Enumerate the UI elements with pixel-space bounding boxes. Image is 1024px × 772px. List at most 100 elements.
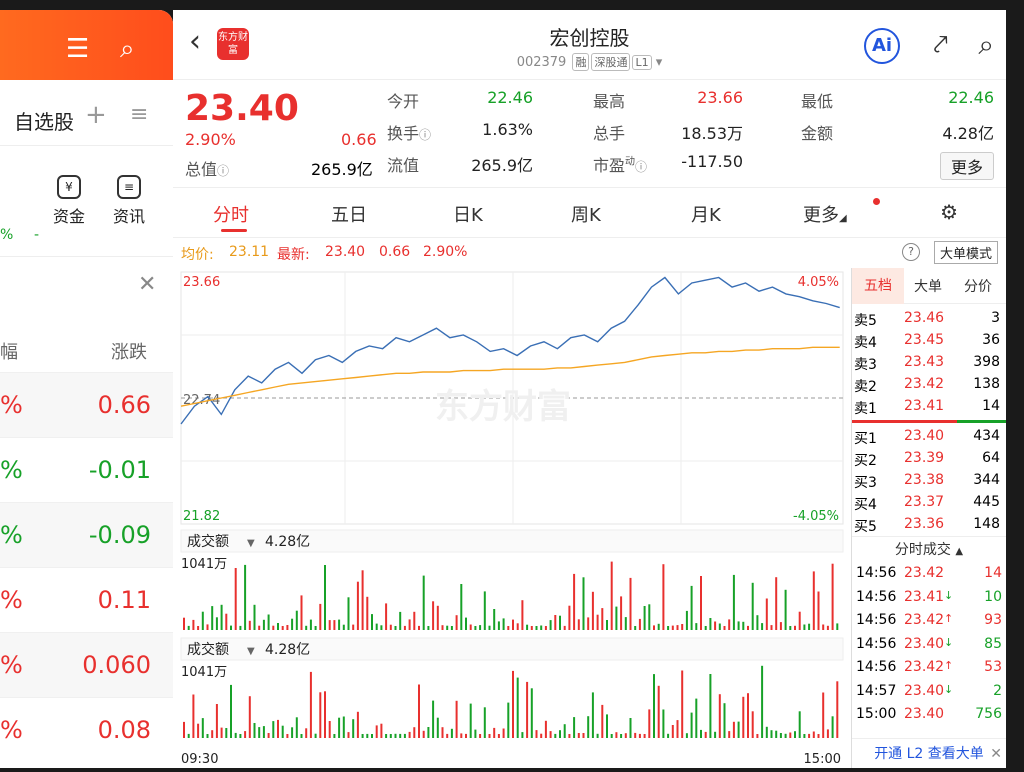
- volume-bar: [230, 625, 232, 630]
- volume-bar: [333, 734, 336, 738]
- volume-bar: [225, 613, 228, 630]
- book-row[interactable]: 买4 23.37 445: [852, 492, 1006, 514]
- tab-weekly-k[interactable]: 周K: [571, 205, 601, 226]
- volume-bar: [737, 721, 740, 738]
- tick-price: 23.40: [904, 706, 945, 722]
- volume-bar: [324, 691, 326, 738]
- dropdown-icon[interactable]: ▾: [655, 55, 663, 70]
- column-change[interactable]: 涨跌: [111, 342, 147, 363]
- volume-bar: [596, 614, 599, 630]
- book-row[interactable]: 买2 23.39 64: [852, 448, 1006, 470]
- quote-field-value: 22.46: [487, 88, 533, 107]
- back-icon[interactable]: ‹: [189, 24, 201, 59]
- intraday-chart[interactable]: 东方财富 23.66 22.74 21.82 4.05% -4.05% 成交额 ▼ 4.28亿 1…: [173, 268, 851, 768]
- avg-price-line: [180, 346, 840, 407]
- info-icon[interactable]: ⓘ: [419, 128, 432, 142]
- list-item[interactable]: % -0.01: [0, 437, 173, 502]
- volume-bar: [732, 574, 735, 630]
- close-icon[interactable]: ✕: [138, 272, 157, 297]
- book-row[interactable]: 卖2 23.42 138: [852, 374, 1006, 396]
- book-label: 买1: [854, 431, 877, 447]
- book-row[interactable]: 买1 23.40 434: [852, 426, 1006, 448]
- close-icon[interactable]: ✕: [990, 746, 1002, 762]
- search-icon[interactable]: ⌕: [120, 34, 135, 64]
- list-item[interactable]: % 0.060: [0, 632, 173, 697]
- volume-bar: [239, 625, 242, 630]
- menu-icon[interactable]: ≡: [130, 102, 149, 127]
- volume-bar: [606, 714, 608, 738]
- news-tool[interactable]: ≡ 资讯: [104, 175, 154, 227]
- filter-settings-icon[interactable]: ☰: [66, 34, 90, 64]
- volume-bar: [620, 734, 623, 738]
- volume-bar: [789, 626, 792, 630]
- list-item[interactable]: % 0.66: [0, 372, 173, 437]
- add-icon[interactable]: +: [85, 100, 107, 130]
- book-row[interactable]: 卖5 23.46 3: [852, 308, 1006, 330]
- book-row[interactable]: 卖4 23.45 36: [852, 330, 1006, 352]
- book-volume: 14: [982, 398, 1000, 414]
- l2-label: 开通 L2 查看大单: [874, 746, 984, 762]
- tab-fiveday[interactable]: 五日: [331, 205, 367, 226]
- volume-bar: [469, 703, 472, 738]
- l2-banner[interactable]: 开通 L2 查看大单 ✕: [852, 738, 1006, 768]
- book-row[interactable]: 卖1 23.41 14: [852, 396, 1006, 418]
- column-partial[interactable]: 幅: [0, 342, 18, 363]
- ticks-title[interactable]: 分时成交 ▲: [852, 536, 1006, 562]
- list-item[interactable]: % 0.11: [0, 567, 173, 632]
- list-item[interactable]: % 0.08: [0, 697, 173, 762]
- book-tab-five[interactable]: 五档: [852, 268, 904, 304]
- volume-bar: [422, 575, 425, 630]
- info-icon[interactable]: ⓘ: [217, 164, 230, 178]
- volume-bar: [512, 619, 514, 630]
- search-icon[interactable]: ⌕: [978, 28, 994, 61]
- volume-bar: [385, 603, 388, 630]
- more-button[interactable]: 更多: [939, 152, 994, 180]
- volume-bar: [662, 564, 665, 630]
- info-icon[interactable]: ⓘ: [635, 160, 648, 174]
- book-volume: 434: [973, 428, 1000, 444]
- big-order-button[interactable]: 大单模式: [933, 241, 998, 264]
- book-row[interactable]: 卖3 23.43 398: [852, 352, 1006, 374]
- tab-intraday[interactable]: 分时: [213, 205, 249, 226]
- volume-bar: [450, 626, 453, 630]
- volume-bar: [822, 624, 825, 630]
- tab-monthly-k[interactable]: 月K: [691, 205, 721, 226]
- volume-bar: [831, 716, 834, 738]
- volume-bar: [446, 625, 449, 630]
- book-tab-large[interactable]: 大单: [914, 279, 942, 295]
- volume-bar: [488, 734, 491, 738]
- volume-bar: [512, 670, 514, 738]
- volume-bar: [615, 732, 618, 738]
- ai-button[interactable]: Ai: [864, 28, 900, 64]
- volume-bar: [629, 577, 632, 630]
- tick-price: 23.42: [904, 565, 945, 581]
- volume-bar: [342, 624, 345, 630]
- volume-bar: [277, 623, 279, 630]
- share-icon[interactable]: ⤤: [933, 30, 948, 60]
- fund-tool[interactable]: ¥ 资金: [44, 175, 94, 227]
- tab-daily-k[interactable]: 日K: [453, 205, 483, 226]
- help-icon[interactable]: ?: [902, 243, 920, 261]
- book-row[interactable]: 买5 23.36 148: [852, 514, 1006, 536]
- volume-bar: [775, 577, 778, 630]
- watchlist-label[interactable]: 自选股: [14, 110, 74, 134]
- volume-bar: [436, 605, 439, 630]
- tick-volume: 2: [993, 682, 1002, 699]
- list-item[interactable]: % -0.09: [0, 502, 173, 567]
- book-row[interactable]: 买3 23.38 344: [852, 470, 1006, 492]
- book-tab-price[interactable]: 分价: [964, 279, 992, 295]
- volume-bar: [765, 598, 768, 630]
- book-volume: 445: [973, 494, 1000, 510]
- volume-bar: [535, 730, 538, 738]
- book-label: 卖5: [854, 313, 877, 329]
- volume-bar: [479, 734, 482, 738]
- gear-icon[interactable]: ⚙: [940, 200, 958, 224]
- volume-bar: [643, 734, 646, 738]
- volume-bar: [676, 720, 679, 738]
- tab-more[interactable]: 更多◢: [803, 205, 847, 226]
- book-label: 买3: [854, 475, 877, 491]
- volume-bar: [747, 625, 749, 630]
- volume-bar: [248, 620, 251, 630]
- volume-bar: [794, 731, 796, 738]
- volume-bar: [573, 717, 576, 738]
